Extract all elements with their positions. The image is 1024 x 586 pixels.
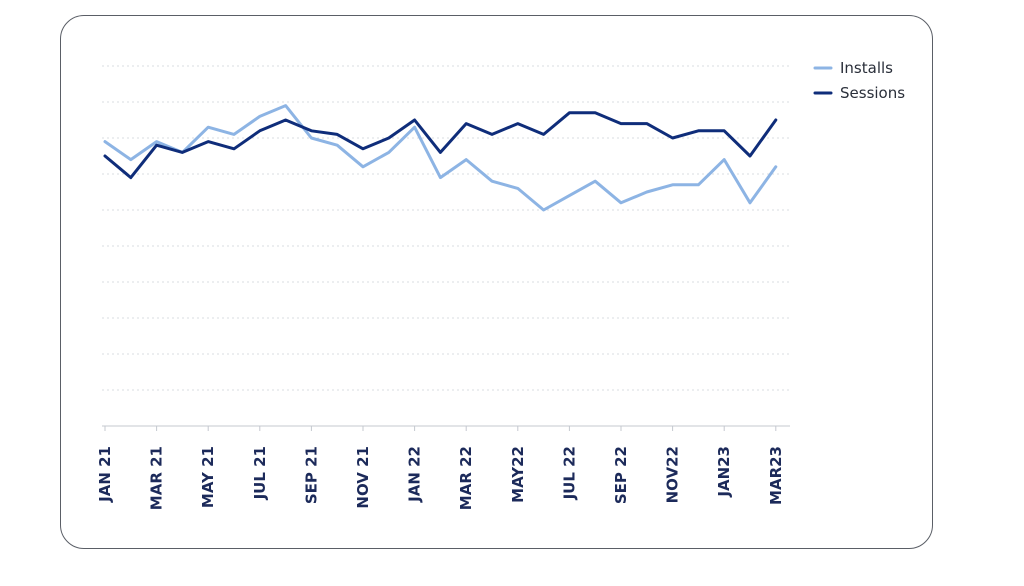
series-line-installs (103, 104, 778, 212)
x-tick-label: NOV 21 (354, 446, 372, 509)
series-line-sessions (103, 111, 778, 180)
x-tick-label: JUL 21 (251, 446, 269, 500)
x-tick-label: JAN 21 (96, 446, 114, 503)
x-tick-labels: JAN 21 MAR 21 MAY 21 JUL 21 SEP 21 NOV 21 JAN … (96, 446, 785, 510)
legend-label-sessions: Sessions (840, 84, 905, 102)
x-tick-label: JUL 22 (560, 446, 578, 500)
gridlines (102, 65, 790, 391)
x-tick-label: MAR 21 (148, 446, 166, 510)
x-tick-label: SEP 22 (612, 446, 630, 504)
x-tick-label: NOV22 (664, 446, 682, 503)
x-tick-marks (104, 426, 777, 431)
x-tick-label: MAR 22 (457, 446, 475, 510)
legend-label-installs: Installs (840, 59, 893, 77)
x-tick-label: JAN23 (715, 446, 733, 498)
legend: Installs Sessions (813, 59, 905, 102)
x-tick-label: MAY 21 (199, 446, 217, 508)
x-tick-label: MAR23 (767, 446, 785, 505)
x-tick-label: MAY22 (509, 446, 527, 503)
series-lines (103, 104, 778, 212)
x-tick-label: SEP 21 (302, 446, 320, 504)
x-tick-label: JAN 22 (406, 446, 424, 503)
